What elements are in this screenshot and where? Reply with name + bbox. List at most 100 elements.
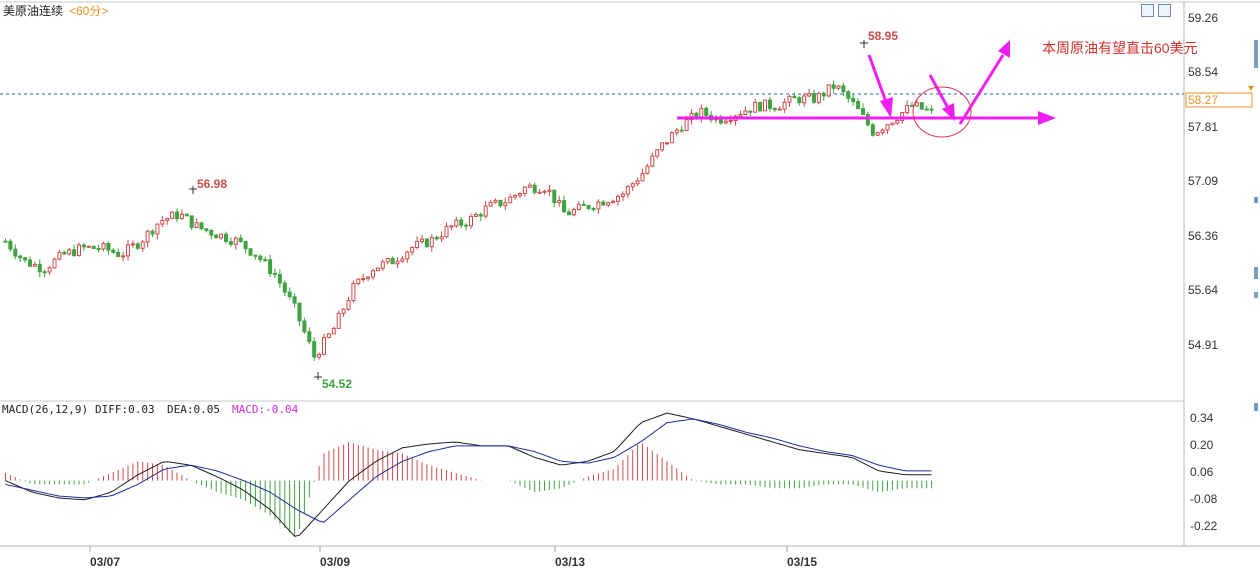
- candle-body: [841, 85, 846, 93]
- price-axis: 59.26 58.54 57.81 57.09 56.36 55.64 54.9…: [1188, 11, 1218, 352]
- candle-body: [571, 209, 576, 216]
- candle-body: [469, 215, 473, 227]
- candle-body: [228, 241, 233, 245]
- candle-body: [851, 97, 856, 103]
- up-arrow: [958, 54, 1005, 125]
- price-tick: 56.36: [1188, 229, 1218, 243]
- candle-body: [812, 93, 816, 103]
- candle-body: [478, 213, 483, 217]
- candle-body: [625, 186, 630, 195]
- candle-body: [209, 230, 214, 236]
- candle-body: [870, 124, 875, 136]
- candle-body: [782, 101, 787, 110]
- candle-body: [375, 267, 380, 272]
- candle-body: [18, 255, 23, 259]
- candle-body: [189, 215, 194, 228]
- candle-body: [640, 172, 645, 182]
- candle-body: [28, 259, 32, 267]
- candle-body: [522, 186, 527, 195]
- annotation-arrows: [677, 40, 1056, 125]
- candle-body: [145, 230, 150, 243]
- candle-body: [8, 240, 13, 250]
- candle-body: [606, 202, 611, 206]
- macd-tick: -0.08: [1190, 492, 1218, 506]
- macd-tick: 0.20: [1190, 438, 1214, 452]
- candle-body: [170, 211, 175, 220]
- candle-body: [434, 236, 439, 240]
- candle-body: [194, 222, 199, 228]
- candle-body: [37, 263, 42, 273]
- candle-body: [395, 260, 400, 265]
- current-price-label: 58.27: [1188, 93, 1218, 107]
- candle-body: [846, 91, 851, 99]
- candle-body: [351, 283, 356, 302]
- candle-body: [253, 254, 258, 257]
- candle-body: [645, 165, 650, 174]
- candle-body: [586, 205, 591, 210]
- candle-body: [856, 101, 861, 110]
- macd-dea-line: [5, 418, 932, 523]
- candle-body: [165, 218, 170, 221]
- candle-body: [23, 257, 28, 261]
- candle-body: [140, 241, 145, 249]
- candle-body: [929, 108, 934, 111]
- candle-body: [488, 201, 493, 207]
- candle-body: [611, 200, 616, 204]
- candle-body: [224, 233, 228, 243]
- candle-body: [57, 251, 62, 260]
- window-icon[interactable]: [1141, 4, 1154, 17]
- candle-body: [689, 112, 694, 121]
- candle-body: [346, 300, 351, 310]
- candle-body: [302, 320, 307, 333]
- candle-body: [885, 124, 890, 131]
- candle-body: [464, 224, 469, 227]
- candle-body: [111, 249, 116, 253]
- candle-body: [728, 120, 733, 123]
- candle-body: [410, 247, 415, 253]
- candle-body: [797, 97, 802, 104]
- candle-body: [650, 155, 655, 167]
- date-axis: 03/07 03/09 03/13 03/15: [89, 546, 817, 569]
- candle-body: [924, 108, 929, 111]
- candle-body: [807, 93, 812, 97]
- window-close-icon[interactable]: [1158, 4, 1171, 17]
- candle-body: [356, 278, 361, 285]
- candle-body: [542, 190, 547, 193]
- candle-body: [199, 222, 204, 230]
- candle-body: [317, 353, 322, 358]
- price-tick: 57.09: [1188, 174, 1218, 188]
- candle-body: [268, 259, 273, 274]
- candle-body: [336, 312, 341, 329]
- candle-body: [361, 278, 366, 281]
- candle-body: [258, 255, 263, 261]
- target-circle: [912, 86, 972, 138]
- candle-body: [591, 208, 596, 211]
- candle-body: [341, 308, 346, 314]
- candle-body: [424, 238, 429, 248]
- candle-body: [175, 211, 179, 220]
- candle-body: [596, 201, 601, 210]
- candle-body: [233, 237, 238, 245]
- candle-body: [400, 258, 405, 262]
- candle-body: [287, 291, 292, 298]
- candle-body: [743, 110, 748, 115]
- candle-body: [277, 273, 282, 284]
- candle-body: [836, 85, 841, 89]
- price-tick: 57.81: [1188, 120, 1218, 134]
- candle-body: [219, 233, 224, 239]
- candle-body: [32, 263, 37, 267]
- date-tick: 03/07: [90, 555, 120, 569]
- candle-body: [91, 245, 96, 249]
- low-marker: [314, 372, 322, 380]
- candle-body: [439, 236, 444, 240]
- candle-body: [753, 102, 758, 113]
- down-arrow-2: [928, 74, 950, 109]
- candle-body: [532, 184, 537, 193]
- local-high-label: 56.98: [197, 177, 227, 191]
- candle-body: [385, 257, 390, 263]
- candle-body: [243, 240, 248, 250]
- candle-body: [537, 191, 542, 194]
- candle-body: [905, 105, 910, 114]
- candle-body: [62, 251, 67, 255]
- candle-body: [674, 129, 679, 134]
